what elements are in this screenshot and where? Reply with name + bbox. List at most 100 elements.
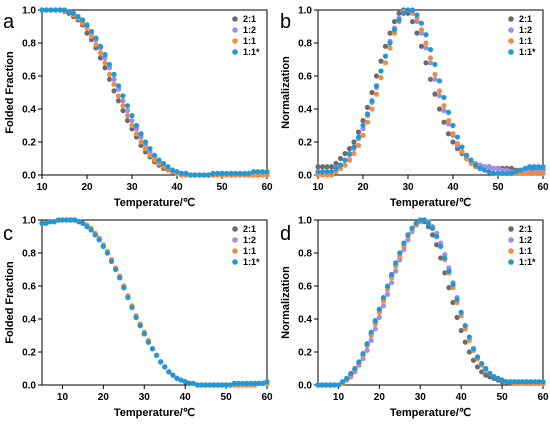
data-point [133,131,140,137]
x-tick-label: 40 [171,182,183,193]
plot-frame [41,219,268,386]
x-tick-label: 10 [36,182,48,193]
data-point [432,71,438,77]
y-axis-title: Folded Fraction [4,51,16,134]
data-point [391,18,398,25]
data-point [405,7,411,13]
data-point [483,365,489,372]
data-point [342,162,348,168]
data-point [43,220,49,226]
data-point [531,170,537,176]
data-point [499,170,506,176]
data-point [178,170,185,176]
y-tick-label: 0.6 [22,282,36,293]
series-2:1 [39,217,270,388]
data-point [413,220,419,226]
legend-label: 1:1 [243,36,256,46]
data-point [102,60,108,66]
data-point [129,122,135,129]
data-point [315,164,321,170]
data-point [483,372,489,378]
data-point [458,309,464,315]
data-point [324,169,330,175]
x-tick-label: 50 [221,392,233,403]
series-1:1* [315,217,546,388]
x-tick-label: 10 [57,392,69,403]
data-point [142,146,149,152]
data-point [203,382,209,388]
data-point [141,331,147,337]
data-point [446,268,452,274]
data-point [454,314,460,320]
data-point [369,106,375,112]
data-point [458,327,464,334]
data-point [39,220,45,226]
data-point [106,76,113,82]
data-point [441,103,447,109]
data-point [418,20,425,26]
data-point [106,61,113,68]
data-point [106,71,113,77]
panel-b: 10 20 30 40 50 60 0.0 0.2 0.4 0.6 0.8 1.0 Temperatur… [280,6,549,210]
data-point [535,164,542,170]
data-point [120,93,126,99]
data-point [364,119,371,125]
x-tick-label: 50 [497,392,509,403]
data-point [432,91,438,97]
data-point [121,285,127,291]
y-tick-label: 0.6 [22,72,36,83]
data-point [373,73,380,79]
data-point [503,379,509,385]
data-point [356,359,362,365]
data-point [158,359,164,365]
data-point [486,164,492,170]
data-point [414,30,420,36]
data-point [63,217,70,223]
data-point [432,76,438,82]
data-point [79,17,86,23]
data-point [151,157,158,163]
data-point [442,255,448,261]
data-point [39,7,45,13]
data-point [355,142,362,148]
data-point [333,165,339,171]
panel-letter: b [280,11,291,33]
legend-marker [232,38,238,44]
data-point [120,103,126,109]
data-point [450,122,456,129]
data-point [190,380,196,386]
data-point [207,382,213,388]
legend-marker [232,259,238,265]
data-point [198,382,205,388]
data-point [389,271,395,278]
panel-letter: d [280,223,291,245]
data-point [170,372,176,378]
data-point [396,10,402,16]
data-point [445,109,452,115]
data-point [409,7,416,13]
data-point [427,55,434,61]
data-point [490,170,497,176]
data-point [129,304,135,311]
data-point [389,280,395,286]
data-point [441,94,447,101]
y-tick-label: 0.0 [22,171,36,182]
data-point [51,219,57,225]
x-tick-label: 60 [261,182,273,193]
data-point [187,172,194,178]
data-point [524,379,530,385]
data-point [515,379,522,385]
data-point [360,122,366,129]
data-point [102,51,108,58]
data-point [138,131,144,137]
data-point [450,281,456,287]
data-point [138,139,144,145]
x-tick-label: 30 [415,392,427,403]
data-point [153,352,160,358]
panel-d: 10 20 30 40 50 60 0.0 0.2 0.4 0.6 0.8 1.0 Temperatur… [280,216,549,420]
y-axis-title: Folded Fraction [4,261,16,344]
data-point [391,27,398,33]
data-point [364,111,371,117]
x-tick-label: 20 [357,182,369,193]
